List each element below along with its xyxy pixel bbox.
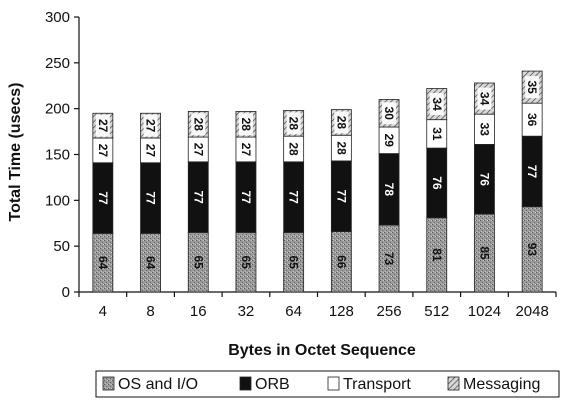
data-label: 65	[239, 256, 253, 270]
data-label: 77	[144, 191, 158, 205]
legend-swatch	[102, 376, 115, 391]
data-label: 31	[430, 127, 444, 141]
legend-label: Messaging	[463, 376, 540, 393]
data-label: 34	[477, 92, 491, 106]
data-label-bg	[382, 102, 397, 125]
x-tick-label: 16	[190, 303, 207, 320]
legend-label: OS and I/O	[118, 376, 198, 393]
data-label: 30	[382, 107, 396, 121]
x-tick-label: 32	[238, 303, 255, 320]
data-label: 27	[239, 143, 253, 157]
data-label: 27	[96, 119, 110, 133]
data-label-bg	[238, 113, 253, 136]
data-label: 85	[477, 246, 491, 260]
data-label: 35	[525, 80, 539, 94]
y-tick-label: 300	[45, 9, 70, 26]
x-tick-label: 128	[329, 303, 354, 320]
legend-swatch	[239, 376, 252, 391]
x-tick-label: 2048	[515, 303, 548, 320]
data-label: 28	[287, 117, 301, 131]
y-tick-label: 0	[62, 284, 70, 301]
data-label: 64	[96, 256, 110, 270]
data-label-bg	[477, 87, 492, 110]
data-label: 78	[382, 183, 396, 197]
data-label-bg	[429, 93, 444, 116]
data-label: 76	[430, 176, 444, 190]
legend-swatch	[327, 376, 340, 391]
data-label: 29	[382, 134, 396, 148]
x-tick-label: 512	[424, 303, 449, 320]
data-label-bg	[525, 76, 540, 99]
data-label: 28	[239, 118, 253, 132]
data-label: 76	[477, 173, 491, 187]
y-tick-label: 50	[53, 238, 70, 255]
data-label-bg	[191, 113, 206, 136]
legend: OS and I/O ORB Transport Messaging	[95, 370, 560, 398]
y-axis-title: Total Time (usecs)	[7, 83, 24, 222]
data-label: 66	[334, 255, 348, 269]
data-label-bg	[334, 111, 349, 134]
data-label: 77	[239, 190, 253, 204]
data-label: 34	[430, 97, 444, 111]
data-labels: 64 77 27 27 64 77 27 27 65 77 27 28 65 77 27 28 65 77 28 28…	[95, 76, 540, 270]
data-label: 27	[96, 144, 110, 158]
x-tick-label: 64	[285, 303, 302, 320]
data-label: 77	[96, 191, 110, 205]
data-label: 27	[191, 143, 205, 157]
x-axis-title: Bytes in Octet Sequence	[228, 342, 416, 359]
x-tick-label: 4	[99, 303, 107, 320]
bars	[92, 70, 543, 293]
data-label: 73	[382, 252, 396, 266]
axes: 0 50 100 150 200 250 300 4 8 16 32 64 128 256 512 1024 2…	[45, 9, 557, 320]
data-label: 28	[191, 118, 205, 132]
y-tick-label: 200	[45, 101, 70, 118]
data-label: 77	[287, 190, 301, 204]
data-label-bg	[143, 114, 158, 137]
data-label: 81	[430, 248, 444, 262]
data-label-bg	[286, 112, 301, 135]
data-label: 93	[525, 243, 539, 257]
y-tick-label: 100	[45, 192, 70, 209]
x-tick-label: 256	[377, 303, 402, 320]
data-label: 77	[525, 165, 539, 179]
data-label: 33	[477, 123, 491, 137]
x-tick-label: 8	[146, 303, 154, 320]
data-label: 28	[287, 142, 301, 156]
legend-box	[95, 370, 560, 398]
y-tick-label: 150	[45, 147, 70, 164]
x-tick-label: 1024	[468, 303, 501, 320]
data-label-bg	[95, 114, 110, 137]
data-label: 27	[144, 119, 158, 133]
data-label: 65	[191, 256, 205, 270]
y-tick-label: 250	[45, 55, 70, 72]
data-label: 77	[334, 190, 348, 204]
data-label: 65	[287, 256, 301, 270]
data-label: 36	[525, 113, 539, 127]
data-label: 28	[334, 141, 348, 155]
data-label: 28	[334, 116, 348, 130]
data-label: 77	[191, 190, 205, 204]
legend-swatch	[447, 376, 460, 391]
data-label: 64	[144, 256, 158, 270]
data-label: 27	[144, 144, 158, 158]
legend-label: ORB	[255, 376, 290, 393]
legend-label: Transport	[343, 376, 411, 393]
